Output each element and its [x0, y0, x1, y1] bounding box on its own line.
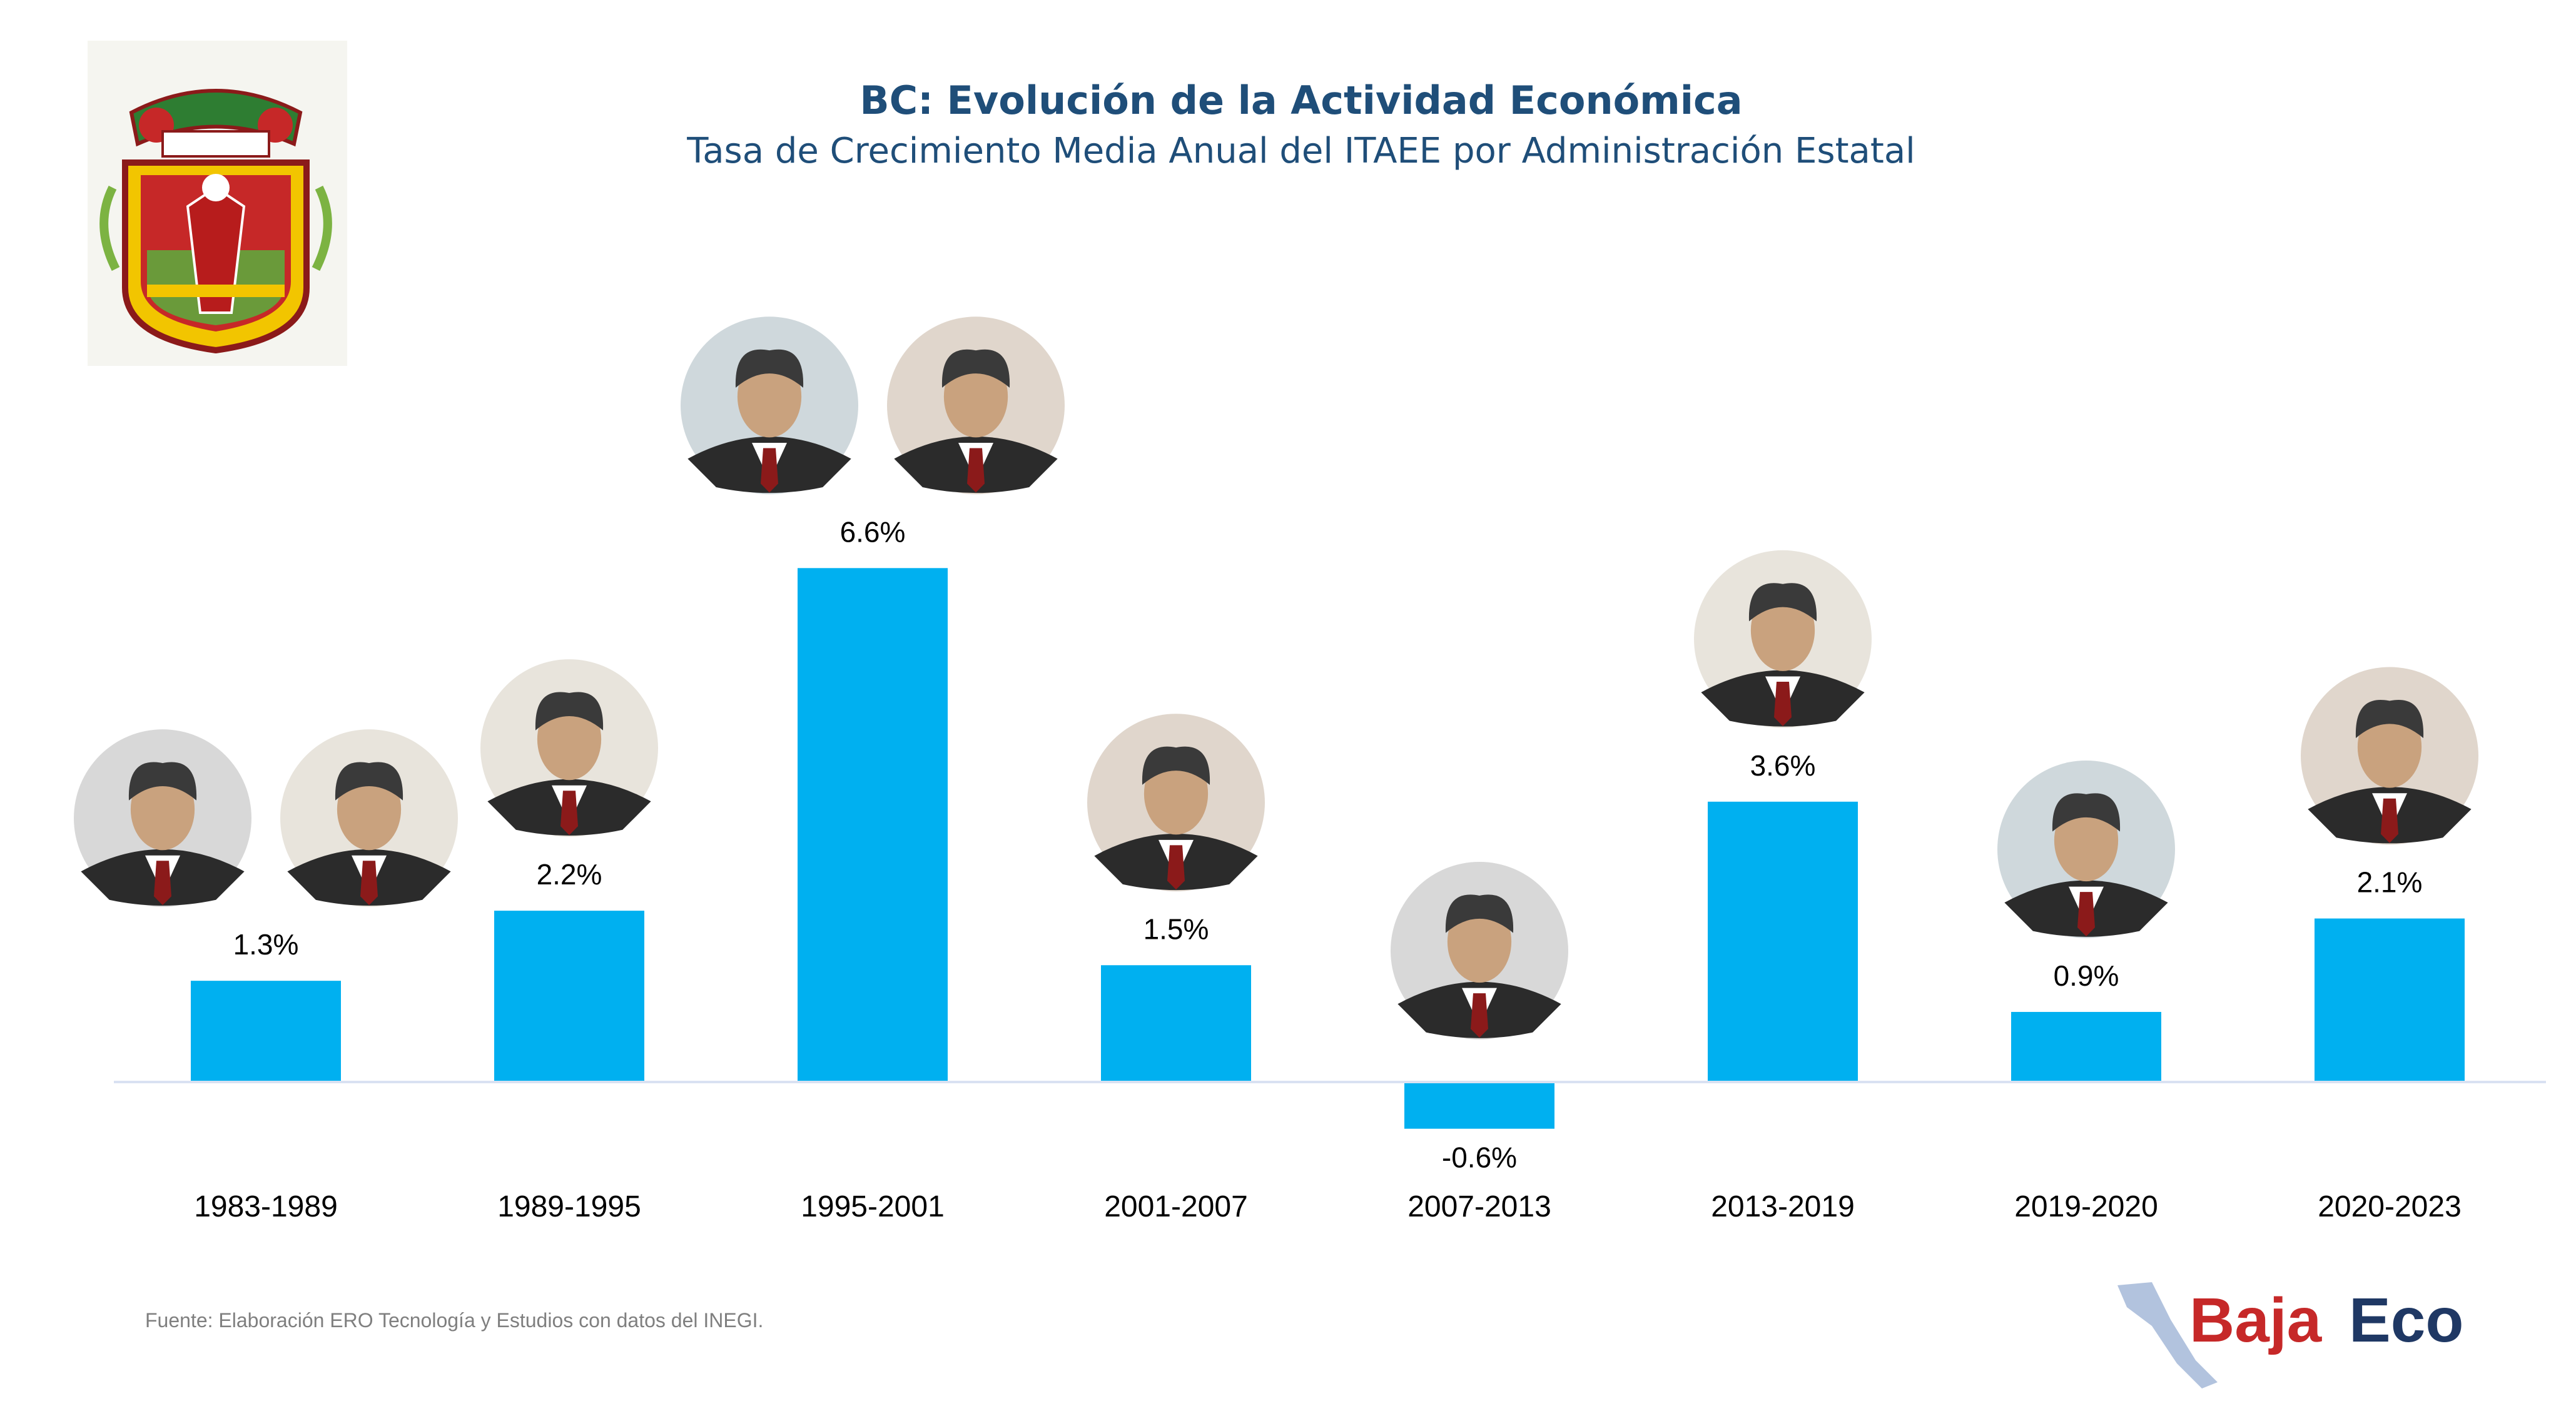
data-label: 1.5% — [1143, 913, 1209, 945]
bar — [2011, 1011, 2161, 1082]
bajaeco-logo: Baja Eco — [2117, 1282, 2463, 1388]
x-tick-label: 1989-1995 — [497, 1190, 641, 1223]
governor-portrait-icon — [1694, 550, 1872, 728]
governor-portrait-icon — [1391, 862, 1568, 1039]
data-label: 2.1% — [2357, 866, 2423, 899]
data-label: 1.3% — [233, 928, 299, 961]
bar — [798, 568, 948, 1082]
x-tick-label: 2007-2013 — [1407, 1190, 1551, 1223]
data-label: 2.2% — [537, 858, 602, 891]
data-label: 6.6% — [840, 515, 906, 548]
brand-baja: Baja — [2189, 1285, 2323, 1355]
bar — [1708, 801, 1858, 1082]
x-tick-label: 2001-2007 — [1104, 1190, 1248, 1223]
brand-eco: Eco — [2349, 1285, 2463, 1355]
data-label: 0.9% — [2054, 959, 2119, 992]
governor-portrait-icon — [1997, 760, 2175, 938]
baja-peninsula-map-icon — [2117, 1282, 2218, 1388]
governor-portrait-icon — [1087, 714, 1265, 892]
coat-of-arms-icon — [88, 41, 347, 366]
governor-portrait-icon — [2301, 667, 2478, 845]
governor-portrait-icon — [681, 316, 858, 495]
x-tick-label: 1995-2001 — [801, 1190, 945, 1223]
governor-portrait-icon — [280, 729, 458, 908]
data-label: -0.6% — [1442, 1141, 1517, 1174]
bar — [191, 981, 341, 1082]
bar — [2315, 918, 2465, 1082]
x-tick-label: 2020-2023 — [2318, 1190, 2462, 1223]
x-tick-label: 2019-2020 — [2014, 1190, 2158, 1223]
governor-portrait-icon — [480, 659, 658, 837]
bar — [494, 911, 644, 1082]
bar — [1404, 1082, 1554, 1129]
governor-portrait-icon — [887, 316, 1065, 495]
governor-portrait-icon — [74, 729, 251, 908]
chart-subtitle: Tasa de Crecimiento Media Anual del ITAE… — [686, 131, 1915, 171]
chart-title: BC: Evolución de la Actividad Económica — [860, 78, 1742, 123]
bar — [1101, 965, 1251, 1082]
data-label: 3.6% — [1750, 749, 1816, 782]
x-tick-label: 2013-2019 — [1711, 1190, 1855, 1223]
x-tick-label: 1983-1989 — [194, 1190, 338, 1223]
source-note: Fuente: Elaboración ERO Tecnología y Est… — [145, 1309, 763, 1332]
